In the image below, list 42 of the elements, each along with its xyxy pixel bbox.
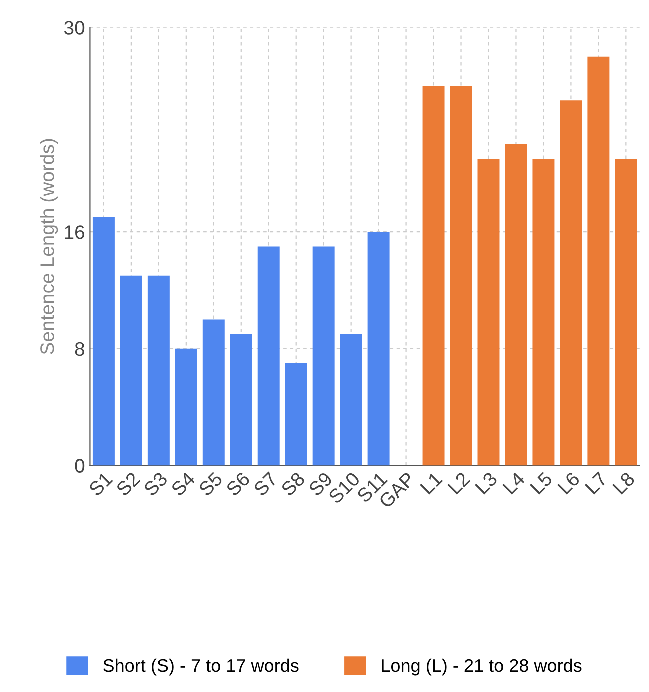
x-tick-label: S2 — [116, 472, 141, 497]
bar — [312, 246, 335, 466]
bar — [505, 144, 528, 466]
y-tick-label: 8 — [75, 342, 85, 356]
x-tick-label: S6 — [226, 472, 251, 497]
y-tick-label: 0 — [75, 459, 85, 473]
bar — [368, 232, 390, 466]
bar — [615, 159, 638, 466]
x-tick-label: S5 — [198, 472, 224, 497]
x-tick-label: S8 — [280, 472, 306, 497]
y-tick-label: 16 — [65, 226, 84, 240]
x-tick-label: L3 — [474, 472, 498, 495]
bar — [588, 56, 610, 466]
x-tick-label: L1 — [420, 472, 444, 495]
bar — [148, 276, 170, 466]
legend-label: Short (S) - 7 to 17 words — [104, 658, 299, 676]
y-axis-title: Sentence Length (words) — [40, 139, 58, 354]
bar — [258, 246, 280, 466]
x-tick-label: L7 — [585, 472, 608, 495]
bar — [202, 320, 225, 466]
x-tick-label: S1 — [88, 472, 114, 497]
x-tick-label: L2 — [447, 472, 471, 495]
bar — [422, 86, 445, 466]
x-tick-label: S7 — [253, 472, 278, 497]
bar — [532, 159, 555, 466]
bar — [120, 276, 142, 466]
bar — [230, 334, 252, 466]
x-tick-label: L6 — [557, 472, 581, 495]
legend-label: Long (L) - 21 to 28 words — [382, 658, 582, 676]
bar — [92, 217, 115, 466]
bar — [340, 334, 362, 466]
x-tick-label: L8 — [612, 472, 636, 495]
x-tick-label: S3 — [143, 472, 168, 497]
bar — [285, 364, 308, 466]
x-tick-label: S4 — [170, 471, 196, 497]
bar — [560, 100, 582, 466]
bar — [478, 159, 500, 466]
x-tick-label: L5 — [530, 472, 554, 495]
bar — [450, 86, 472, 466]
bar — [175, 348, 198, 466]
y-tick-label: 30 — [64, 21, 85, 35]
x-tick-label: L4 — [502, 471, 526, 495]
